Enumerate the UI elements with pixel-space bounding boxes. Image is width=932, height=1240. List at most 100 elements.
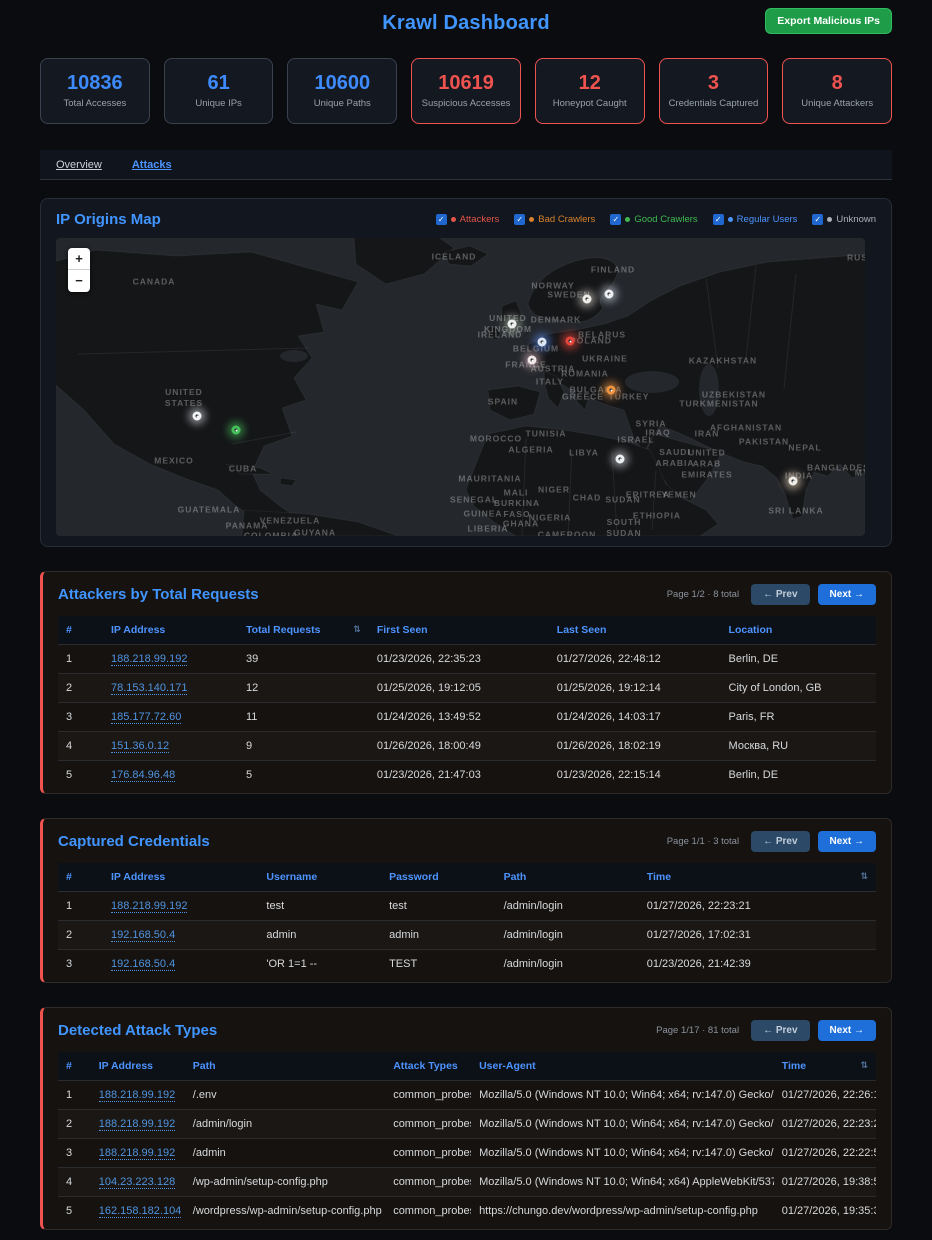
ip-address-link[interactable]: 192.168.50.4 [110,929,176,942]
export-malicious-ips-button[interactable]: Export Malicious IPs [765,8,892,34]
next-button[interactable]: Next → [817,1020,876,1041]
prev-button[interactable]: ← Prev [751,1020,810,1041]
map-marker-icon[interactable] [615,454,625,464]
ip-address-link[interactable]: 151.36.0.12 [110,740,170,753]
column-header[interactable]: User-Agent [471,1052,774,1081]
column-header[interactable]: IP Address [90,1052,185,1081]
prev-button[interactable]: ← Prev [751,584,810,605]
column-header[interactable]: # [58,1052,91,1081]
table-header-row: # IP Address Username Password Path Time ⇅ [58,863,876,892]
column-header[interactable]: # [58,863,103,892]
table-header-row: # IP Address Total Requests ⇅ First Seen Last… [58,616,876,645]
map-marker-icon[interactable] [788,476,798,486]
column-header[interactable]: IP Address [102,616,238,645]
table-cell: https://chungo.dev/wordpress/wp-admin/se… [471,1196,774,1225]
map-marker-icon[interactable] [527,355,537,365]
table-cell: 12 [237,673,369,703]
tab-attacks[interactable]: Attacks [131,159,172,171]
attack-types-table-card: Detected Attack Types Page 1/17 · 81 tot… [40,1007,892,1230]
tab-overview[interactable]: Overview [56,159,102,171]
checkbox-checked-icon[interactable]: ✓ [712,214,724,225]
table-row: 5 176.84.96.48 5 01/23/2026, 21:47:03 01/23/… [58,760,876,789]
zoom-out-button[interactable]: − [68,270,90,292]
marker-center-dot [610,389,612,391]
ip-address-link[interactable]: 104.23.223.128 [98,1176,176,1189]
legend-item: ✓ Regular Users [712,214,797,225]
sort-icon[interactable]: ⇅ [860,871,868,881]
page-info: Page 1/17 · 81 total [656,1025,740,1036]
table-cell: 01/23/2026, 22:15:14 [548,760,721,789]
column-header[interactable]: Password [381,863,496,892]
sort-icon[interactable]: ⇅ [860,1060,868,1070]
world-map[interactable]: + − ICELANDRUSSIACANADANORWAYSWEDENFINLA… [56,238,865,536]
zoom-in-button[interactable]: + [68,248,90,270]
ip-address-link[interactable]: 188.218.99.192 [110,653,188,666]
stat-value: 10600 [314,72,371,94]
table-cell: 01/26/2026, 18:02:19 [548,731,721,761]
ip-address-link[interactable]: 78.153.140.171 [110,682,188,695]
ip-address-link[interactable]: 176.84.96.48 [110,769,176,782]
column-header[interactable]: Path [184,1052,386,1081]
column-header[interactable]: First Seen [368,616,549,645]
column-header[interactable]: IP Address [102,863,259,892]
table-cell: 151.36.0.12 [102,731,238,761]
map-marker-icon[interactable] [192,411,202,421]
checkbox-checked-icon[interactable]: ✓ [812,214,824,225]
column-header[interactable]: Time ⇅ [773,1052,876,1081]
prev-button[interactable]: ← Prev [751,831,810,852]
column-header[interactable]: Time ⇅ [638,863,876,892]
stat-value: 12 [578,72,601,94]
stat-card: 10600 Unique Paths [287,58,398,124]
map-marker-icon[interactable] [565,336,575,346]
map-marker-icon[interactable] [537,337,547,347]
ip-address-link[interactable]: 188.218.99.192 [110,900,188,913]
table-cell: Mozilla/5.0 (Windows NT 10.0; Win64; x64… [471,1080,774,1110]
table-cell: 1 [58,1080,91,1110]
table-cell: common_probes [385,1196,472,1225]
ip-address-link[interactable]: 188.218.99.192 [98,1118,176,1131]
map-marker-icon[interactable] [606,385,616,395]
column-header[interactable]: Total Requests ⇅ [237,616,369,645]
table-row: 1 188.218.99.192 /.env common_probes Mozilla… [58,1080,876,1110]
map-marker-icon[interactable] [507,319,517,329]
ip-address-link[interactable]: 162.158.182.104 [98,1205,182,1218]
checkbox-checked-icon[interactable]: ✓ [514,214,526,225]
column-header[interactable]: Last Seen [548,616,721,645]
checkbox-checked-icon[interactable]: ✓ [435,214,447,225]
sort-icon[interactable]: ⇅ [353,624,361,634]
stat-card: 61 Unique IPs [163,58,274,124]
next-button[interactable]: Next → [817,831,876,852]
checkbox-checked-icon[interactable]: ✓ [610,214,622,225]
marker-center-dot [792,480,794,482]
stat-label: Unique IPs [195,98,242,109]
marker-center-dot [619,458,621,460]
pagination: Page 1/17 · 81 total ← Prev Next → [656,1020,876,1041]
ip-address-link[interactable]: 192.168.50.4 [110,958,176,971]
table-cell: 01/24/2026, 13:49:52 [368,702,549,732]
ip-address-link[interactable]: 188.218.99.192 [98,1147,176,1160]
next-button[interactable]: Next → [817,584,876,605]
stat-card: 10619 Suspicious Accesses [411,58,521,124]
table-cell: 01/27/2026, 22:23:21 [638,891,876,921]
column-header[interactable]: Username [258,863,382,892]
table-cell: Berlin, DE [720,644,876,674]
column-header[interactable]: Location [720,616,876,645]
table-cell: 01/23/2026, 21:42:39 [638,949,876,978]
map-marker-icon[interactable] [604,289,614,299]
table-cell: common_probes [385,1080,472,1110]
column-header[interactable]: Attack Types [385,1052,472,1081]
table-cell: 4 [58,1167,91,1197]
map-marker-icon[interactable] [582,294,592,304]
table-cell: /admin/login [184,1109,386,1139]
table-row: 1 188.218.99.192 39 01/23/2026, 22:35:23 01/… [58,644,876,674]
ip-address-link[interactable]: 185.177.72.60 [110,711,182,724]
legend-label: Attackers [459,214,500,225]
stat-card: 10836 Total Accesses [40,58,150,124]
ip-address-link[interactable]: 188.218.99.192 [98,1089,176,1102]
column-header[interactable]: Path [495,863,639,892]
table-cell: City of London, GB [720,673,876,703]
map-marker-icon[interactable] [231,425,241,435]
table-cell: 192.168.50.4 [102,949,259,978]
column-header[interactable]: # [58,616,103,645]
stat-value: 8 [831,72,843,94]
